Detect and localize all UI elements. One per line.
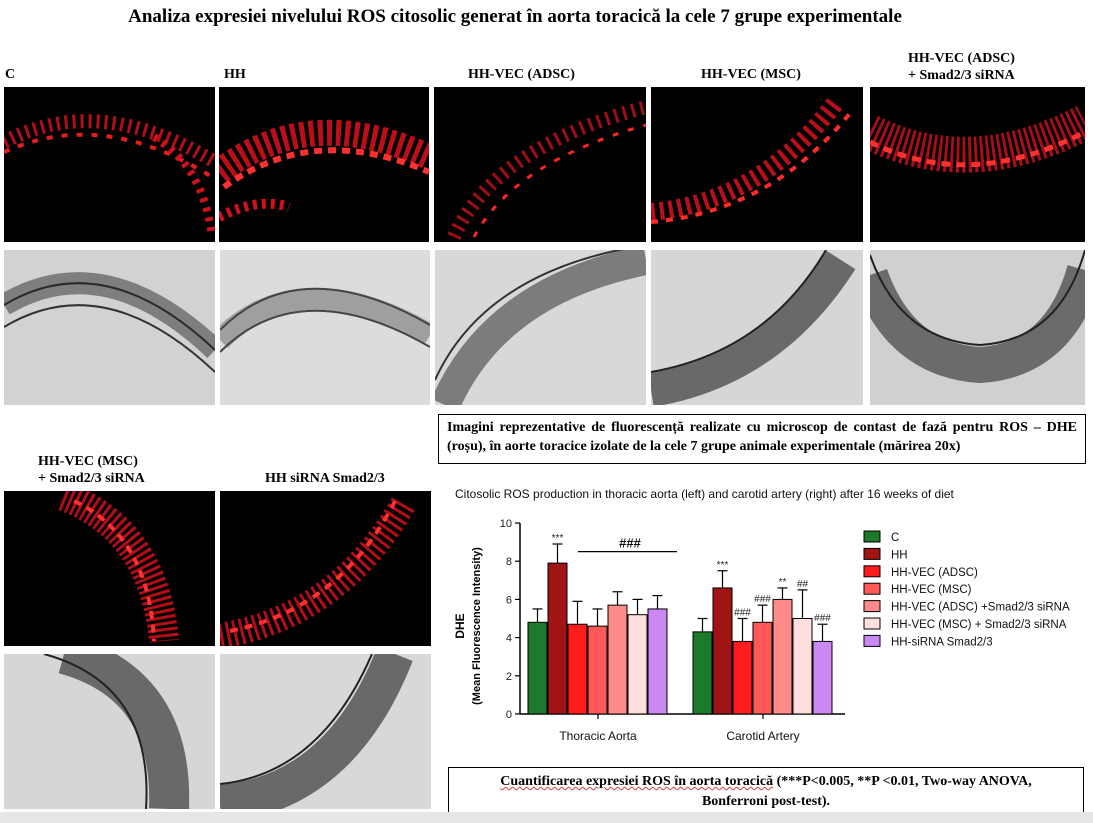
y-tick-label: 8 xyxy=(506,556,512,568)
fluorescence-image-hh-vec-adsc-sirna xyxy=(870,87,1085,242)
quantification-caption-stats: (***P<0.005, **P <0.01, Two-way ANOVA, xyxy=(773,774,1032,789)
legend-label: HH-siRNA Smad2/3 xyxy=(891,636,993,648)
panel-label-hh-vec-msc-sirna-line1: HH-VEC (MSC) xyxy=(38,454,138,469)
bar xyxy=(627,614,648,715)
panel-label-hh-vec-adsc: HH-VEC (ADSC) xyxy=(468,67,575,82)
panel-label-hh-vec-msc: HH-VEC (MSC) xyxy=(701,67,801,82)
bar xyxy=(812,640,833,715)
y-axis-label-line2: (Mean Fluorescence Intensity) xyxy=(471,547,483,705)
image-caption: Imagini reprezentative de fluorescență r… xyxy=(438,414,1086,464)
bar xyxy=(732,640,753,715)
quantification-caption: Cuantificarea expresiei ROS în aorta tor… xyxy=(448,767,1084,817)
brightfield-image-hh-sirna-smad xyxy=(220,654,431,809)
x-tick-label: Carotid Artery xyxy=(726,729,799,743)
brightfield-image-hh-vec-msc xyxy=(651,250,863,405)
panel-label-hh-sirna-smad: HH siRNA Smad2/3 xyxy=(265,471,385,486)
significance-label: ## xyxy=(797,579,809,590)
legend-label: HH-VEC (MSC) xyxy=(891,584,972,596)
bar xyxy=(712,587,733,715)
brightfield-image-hh-vec-msc-sirna xyxy=(4,654,215,809)
fluorescence-image-hh-sirna-smad xyxy=(220,491,431,646)
legend-swatch xyxy=(863,634,881,647)
significance-label: ### xyxy=(734,608,751,619)
fluorescence-image-hh-vec-msc-sirna xyxy=(4,491,215,646)
legend-label: HH-VEC (ADSC) xyxy=(891,567,978,579)
y-axis-label-line1: DHE xyxy=(453,613,467,638)
significance-bracket-label: ### xyxy=(619,536,641,551)
legend-label: HH xyxy=(891,549,908,561)
x-tick-label: Thoracic Aorta xyxy=(559,729,637,743)
brightfield-image-hh-vec-adsc xyxy=(435,250,646,405)
bar xyxy=(772,598,793,715)
panel-label-c: C xyxy=(5,67,16,82)
significance-label: *** xyxy=(552,533,564,544)
y-tick-label: 10 xyxy=(500,518,512,530)
bar xyxy=(567,623,588,715)
significance-label: ### xyxy=(814,613,831,624)
quantification-caption-line2: Bonferroni post-test). xyxy=(701,794,831,809)
y-tick-label: 6 xyxy=(506,594,512,606)
significance-label: *** xyxy=(717,560,729,571)
bar xyxy=(647,608,668,715)
y-tick-label: 2 xyxy=(506,671,512,683)
panel-label-hh-vec-adsc-sirna-line1: HH-VEC (ADSC) xyxy=(908,51,1015,66)
brightfield-image-hh xyxy=(220,250,430,405)
y-tick-label: 4 xyxy=(506,633,512,645)
fluorescence-image-c xyxy=(4,87,215,242)
legend-swatch xyxy=(863,565,881,578)
legend-label: HH-VEC (MSC) + Smad2/3 siRNA xyxy=(891,619,1067,631)
bar xyxy=(607,604,628,715)
bar xyxy=(692,631,713,715)
fluorescence-image-hh xyxy=(219,87,429,242)
bar xyxy=(587,625,608,715)
bar xyxy=(527,621,548,715)
significance-label: ** xyxy=(779,577,787,588)
bar-chart: DHE (Mean Fluorescence Intensity) 0 2 4 6 8 1… xyxy=(453,518,1070,743)
panel-label-hh: HH xyxy=(224,67,246,82)
legend-swatch xyxy=(863,530,881,543)
panel-label-hh-vec-adsc-sirna-line2: + Smad2/3 siRNA xyxy=(908,68,1015,83)
brightfield-image-c xyxy=(4,250,215,405)
quantification-caption-underlined: Cuantificarea expresiei ROS în aorta tor… xyxy=(500,774,774,789)
legend-label: C xyxy=(891,532,899,544)
panel-label-hh-vec-msc-sirna-line2: + Smad2/3 siRNA xyxy=(38,471,145,486)
bar xyxy=(792,618,813,715)
legend-swatch xyxy=(863,582,881,595)
figure-title: Analiza expresiei nivelului ROS citosoli… xyxy=(128,6,902,27)
y-tick-label: 0 xyxy=(506,709,512,721)
legend-swatch xyxy=(863,600,881,613)
chart-title: Citosolic ROS production in thoracic aor… xyxy=(455,487,954,501)
significance-label: ### xyxy=(754,594,771,605)
fluorescence-image-hh-vec-msc xyxy=(651,87,863,242)
window-bottom-bar xyxy=(0,812,1093,823)
fluorescence-image-hh-vec-adsc xyxy=(434,87,646,242)
legend-swatch xyxy=(863,547,881,560)
bar xyxy=(547,562,568,715)
legend-label: HH-VEC (ADSC) +Smad2/3 siRNA xyxy=(891,602,1070,614)
brightfield-image-hh-vec-adsc-sirna xyxy=(870,250,1085,405)
legend-swatch xyxy=(863,617,881,630)
bar xyxy=(752,621,773,715)
